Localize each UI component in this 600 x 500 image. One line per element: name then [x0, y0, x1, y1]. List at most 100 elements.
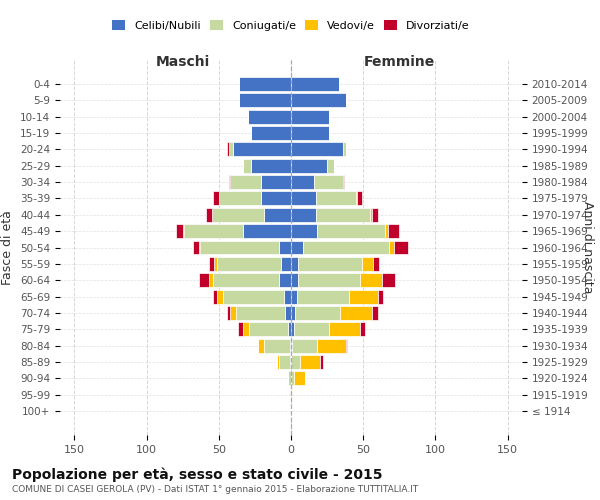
Bar: [299, 355, 320, 369]
Text: Popolazione per età, sesso e stato civile - 2015: Popolazione per età, sesso e stato civil…: [12, 468, 383, 482]
Bar: [284, 290, 291, 304]
Bar: [230, 175, 260, 189]
Bar: [244, 224, 291, 238]
Bar: [223, 290, 284, 304]
Bar: [199, 240, 200, 254]
Bar: [280, 274, 291, 287]
Bar: [394, 240, 408, 254]
Bar: [288, 322, 291, 336]
Bar: [291, 142, 343, 156]
Bar: [263, 338, 290, 352]
Bar: [213, 274, 280, 287]
Y-axis label: Anni di nascita: Anni di nascita: [581, 201, 594, 294]
Legend: Celibi/Nubili, Coniugati/e, Vedovi/e, Divorziati/e: Celibi/Nubili, Coniugati/e, Vedovi/e, Di…: [109, 17, 473, 34]
Bar: [285, 306, 291, 320]
Bar: [294, 322, 329, 336]
Bar: [314, 175, 343, 189]
Bar: [249, 322, 288, 336]
Bar: [291, 388, 292, 402]
Bar: [291, 192, 316, 205]
Bar: [290, 338, 291, 352]
Bar: [295, 306, 340, 320]
Bar: [340, 306, 372, 320]
Text: Maschi: Maschi: [155, 56, 210, 70]
Bar: [291, 274, 298, 287]
Bar: [244, 159, 251, 172]
Bar: [316, 208, 370, 222]
Bar: [291, 94, 346, 108]
Bar: [343, 142, 346, 156]
Bar: [248, 110, 291, 124]
Bar: [217, 290, 223, 304]
Bar: [297, 290, 349, 304]
Bar: [362, 257, 373, 271]
Text: COMUNE DI CASEI GEROLA (PV) - Dati ISTAT 1° gennaio 2015 - Elaborazione TUTTITAL: COMUNE DI CASEI GEROLA (PV) - Dati ISTAT…: [12, 485, 418, 494]
Bar: [291, 224, 317, 238]
Bar: [317, 224, 385, 238]
Bar: [233, 142, 291, 156]
Bar: [298, 257, 362, 271]
Bar: [360, 322, 365, 336]
Bar: [358, 192, 362, 205]
Bar: [199, 274, 209, 287]
Bar: [213, 290, 217, 304]
Bar: [239, 77, 291, 91]
Bar: [209, 257, 214, 271]
Bar: [377, 290, 383, 304]
Bar: [292, 338, 317, 352]
Bar: [227, 306, 230, 320]
Bar: [291, 159, 327, 172]
Bar: [291, 126, 329, 140]
Bar: [193, 240, 199, 254]
Bar: [372, 208, 377, 222]
Bar: [373, 257, 379, 271]
Bar: [227, 142, 229, 156]
Bar: [385, 224, 388, 238]
Bar: [356, 192, 358, 205]
Bar: [260, 175, 291, 189]
Bar: [291, 338, 292, 352]
Bar: [291, 355, 299, 369]
Bar: [209, 274, 213, 287]
Bar: [212, 208, 263, 222]
Bar: [291, 306, 295, 320]
Bar: [230, 306, 236, 320]
Bar: [291, 110, 329, 124]
Bar: [238, 322, 244, 336]
Bar: [389, 240, 394, 254]
Bar: [219, 192, 260, 205]
Bar: [291, 77, 338, 91]
Bar: [388, 224, 399, 238]
Bar: [349, 290, 377, 304]
Bar: [263, 208, 291, 222]
Bar: [290, 355, 291, 369]
Bar: [217, 257, 281, 271]
Bar: [206, 208, 212, 222]
Bar: [280, 240, 291, 254]
Text: Femmine: Femmine: [364, 56, 435, 70]
Bar: [280, 355, 290, 369]
Bar: [291, 322, 294, 336]
Bar: [343, 175, 344, 189]
Bar: [360, 274, 382, 287]
Bar: [176, 224, 183, 238]
Bar: [317, 338, 346, 352]
Bar: [251, 126, 291, 140]
Bar: [288, 372, 291, 386]
Bar: [291, 290, 297, 304]
Bar: [382, 274, 395, 287]
Bar: [291, 175, 314, 189]
Bar: [329, 322, 360, 336]
Bar: [260, 192, 291, 205]
Bar: [239, 94, 291, 108]
Bar: [258, 338, 263, 352]
Bar: [213, 192, 219, 205]
Bar: [214, 257, 217, 271]
Bar: [327, 159, 334, 172]
Bar: [302, 240, 389, 254]
Bar: [291, 372, 294, 386]
Bar: [277, 355, 280, 369]
Bar: [372, 306, 377, 320]
Bar: [281, 257, 291, 271]
Bar: [291, 240, 302, 254]
